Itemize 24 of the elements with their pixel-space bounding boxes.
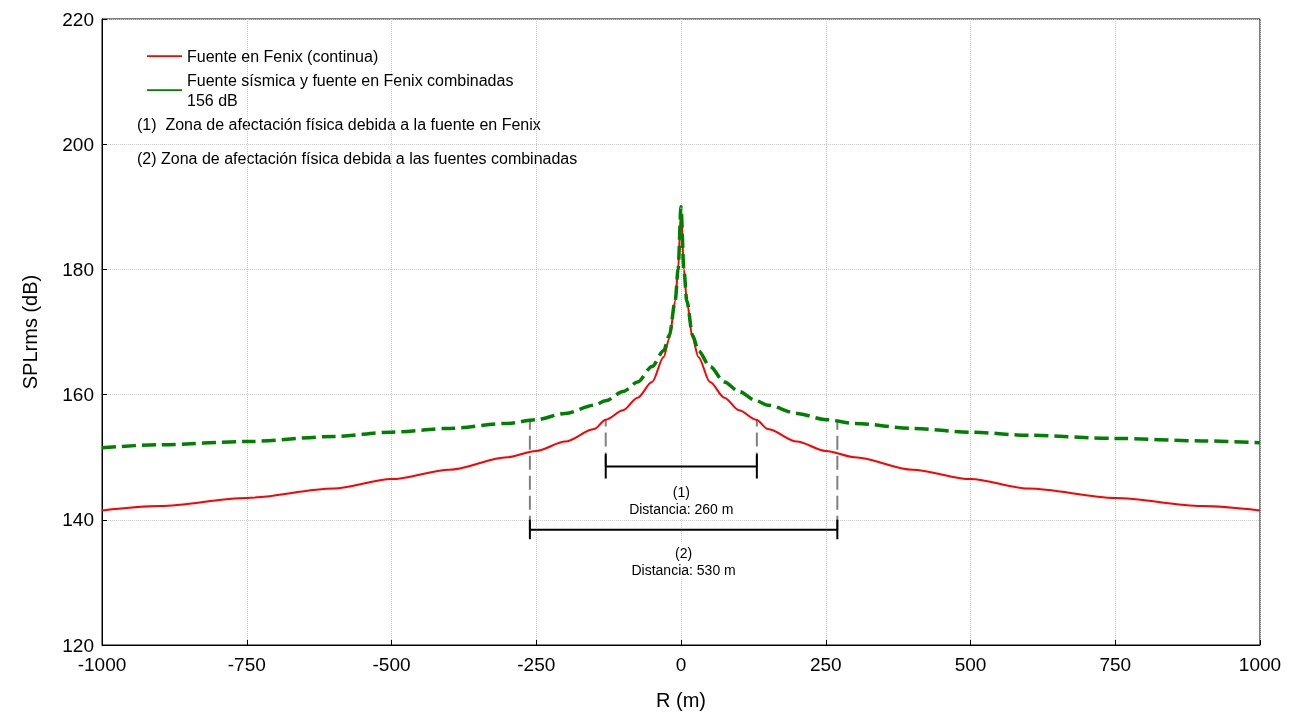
x-tick-label: -250: [517, 654, 556, 675]
annotation: (2) Distancia: 530 m: [631, 544, 736, 578]
x-tick-label: -750: [227, 654, 266, 675]
line-series: [100, 205, 1262, 450]
y-tick-label: 160: [62, 384, 94, 406]
x-tick-label: 500: [954, 654, 987, 675]
x-tick-label: -500: [372, 654, 411, 675]
x-tick-label: 250: [809, 654, 842, 675]
x-tick-label: 1000: [1238, 654, 1282, 675]
annotation: (1) Distancia: 260 m: [629, 483, 734, 517]
annotation: (2) Zona de afectación física debida a las fuentes combinadas: [137, 149, 578, 167]
y-axis-title: SPLrms (dB): [19, 274, 41, 390]
x-axis-title: R (m): [656, 689, 706, 711]
x-tick-label: 0: [675, 654, 687, 675]
y-tick-label: 120: [62, 634, 94, 656]
legend-label: Fuente sísmica y fuente en Fenix combinadas 156 dB: [187, 71, 514, 109]
x-tick-label: 750: [1099, 654, 1132, 675]
y-tick-label: 140: [62, 509, 94, 531]
legend-label: Fuente en Fenix (continua): [187, 47, 379, 65]
y-tick-label: 220: [62, 8, 94, 30]
annotation: (1) Zona de afectación física debida a la fuente en Fenix: [137, 115, 541, 133]
y-tick-label: 180: [62, 258, 94, 280]
x-tick-label: -1000: [77, 654, 127, 675]
y-tick-label: 200: [62, 133, 94, 155]
